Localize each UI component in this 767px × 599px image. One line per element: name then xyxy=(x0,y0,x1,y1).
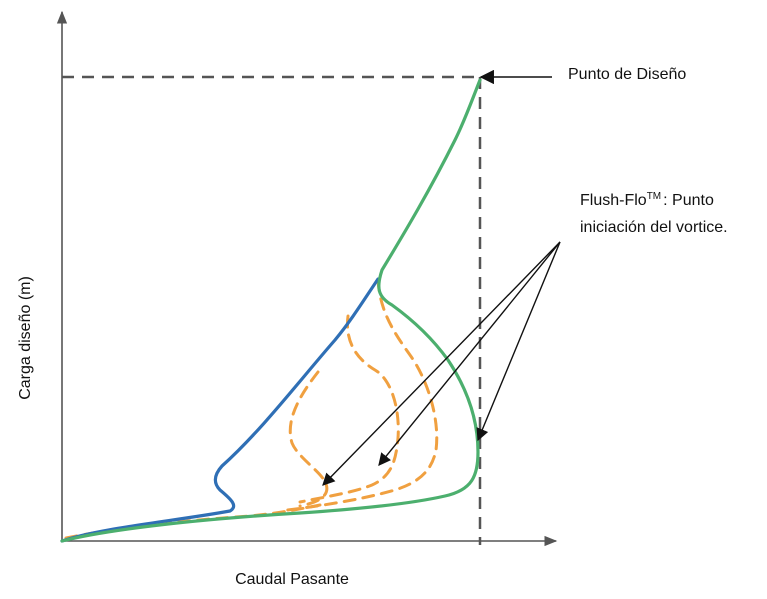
y-axis-label: Carga diseño (m) xyxy=(17,276,34,400)
x-axis-label: Caudal Pasante xyxy=(235,571,349,588)
flush-flo-arrows xyxy=(322,241,561,486)
orange-dashed-curves xyxy=(64,278,439,540)
design-point-label: Punto de Diseño xyxy=(568,66,686,83)
green-curve xyxy=(60,78,482,543)
orange-dashed-curve-outer xyxy=(278,278,439,513)
flush-flo-arrow-middle xyxy=(378,241,561,466)
orange-dashed-curve-middle xyxy=(298,314,400,504)
blue-curve xyxy=(60,277,380,543)
flush-flo-label-line1: Flush-FloTM: Punto xyxy=(580,191,714,209)
orange-dashed-curve-inner xyxy=(288,370,329,508)
flush-flo-arrow-inner xyxy=(322,241,561,486)
flush-flo-arrow-outer xyxy=(476,241,561,442)
flush-flo-label-line2: iniciación del vortice. xyxy=(580,219,728,236)
trademark-mark: TM xyxy=(647,191,661,202)
flush-flo-suffix: : Punto xyxy=(663,192,714,209)
flush-flo-name: Flush-Flo xyxy=(580,192,647,209)
